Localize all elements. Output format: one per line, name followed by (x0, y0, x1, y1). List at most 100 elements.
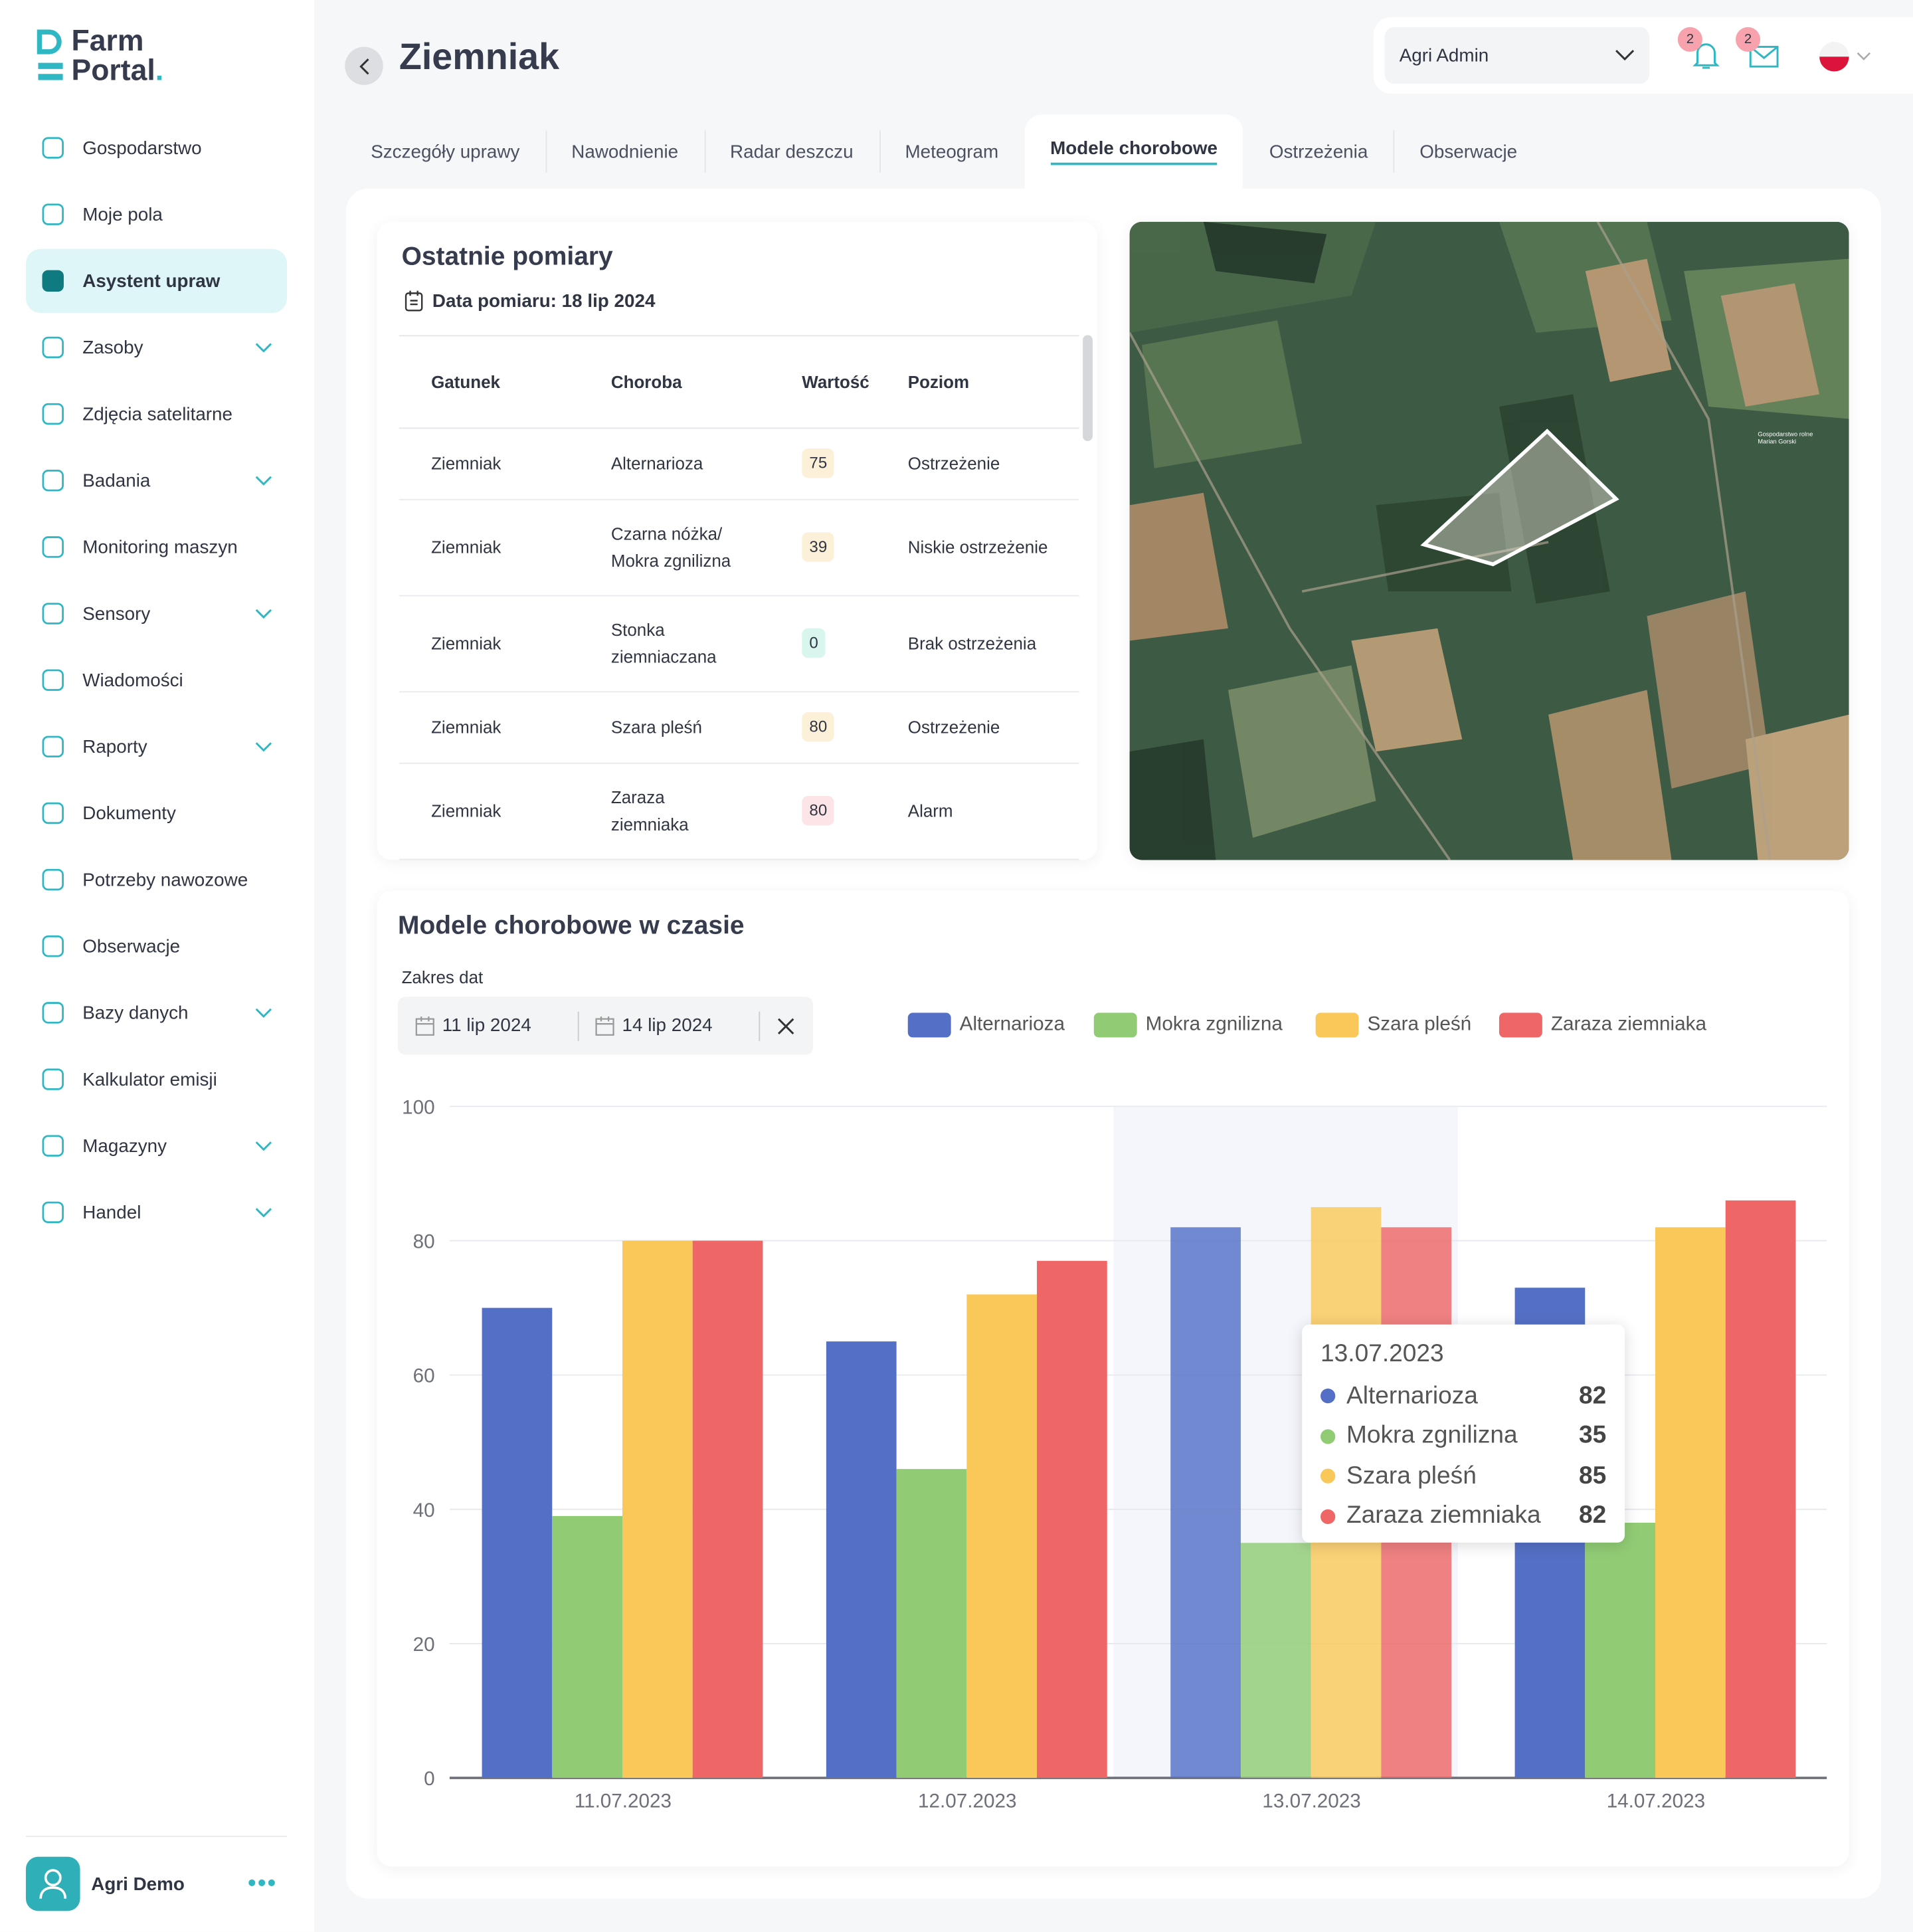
species-cell: Ziemniak (399, 691, 579, 763)
sidebar-item-dokumenty[interactable]: Dokumenty (26, 781, 287, 845)
chevron-down-icon (1615, 49, 1635, 61)
level-cell: Niskie ostrzeżenie (875, 499, 1079, 596)
logo-dot: . (155, 54, 164, 88)
bar-zaraza-ziemniaka-14.07.2023[interactable] (1725, 1200, 1796, 1779)
value-badge: 75 (802, 448, 835, 478)
sidebar-item-gospodarstwo[interactable]: Gospodarstwo (26, 116, 287, 179)
tab-label: Modele chorobowe (1050, 138, 1218, 165)
tab-nawodnienie[interactable]: Nawodnienie (545, 114, 704, 188)
value-badge: 0 (802, 628, 826, 658)
chevron-down-icon[interactable] (255, 1002, 272, 1023)
bar-zaraza-ziemniaka-12.07.2023[interactable] (1037, 1260, 1107, 1779)
bar-mokra-zgnilizna-12.07.2023[interactable] (896, 1469, 967, 1779)
legend-label: Mokra zgnilizna (1145, 1014, 1283, 1035)
satellite-icon (38, 399, 68, 429)
legend-item[interactable]: Szara pleśń (1315, 1013, 1471, 1038)
table-row: Ziemniak Stonka ziemniaczana 0 Brak ostrzeż… (399, 595, 1079, 692)
legend-item[interactable]: Alternarioza (907, 1013, 1065, 1038)
chevron-down-icon[interactable] (255, 470, 272, 491)
legend-item[interactable]: Mokra zgnilizna (1093, 1013, 1283, 1038)
account-name: Agri Admin (1399, 45, 1489, 66)
bar-alternarioza-12.07.2023[interactable] (826, 1341, 897, 1779)
date-to-value: 14 lip 2024 (622, 1015, 713, 1036)
clear-icon[interactable] (777, 1017, 794, 1034)
user-profile[interactable]: Agri Demo ••• (25, 1836, 288, 1911)
tab-ostrzeżenia[interactable]: Ostrzeżenia (1243, 114, 1394, 188)
table-scrollbar[interactable] (1083, 335, 1093, 441)
chart-tooltip: 13.07.2023 Alternarioza 82 Mokra zgnilizna… (1302, 1324, 1625, 1543)
bar-szara-pleśń-14.07.2023[interactable] (1655, 1227, 1726, 1779)
bar-mokra-zgnilizna-13.07.2023[interactable] (1240, 1543, 1311, 1779)
logo-line2: Portal (71, 54, 155, 88)
tab-szczegóły-uprawy[interactable]: Szczegóły uprawy (345, 114, 545, 188)
sidebar-item-handel[interactable]: Handel (26, 1181, 287, 1244)
sidebar-item-label: Zdjęcia satelitarne (82, 403, 233, 425)
series-dot (1321, 1428, 1336, 1444)
disease-cell: Alternarioza (579, 427, 771, 500)
sidebar-item-label: Handel (82, 1202, 141, 1223)
bar-mokra-zgnilizna-11.07.2023[interactable] (552, 1515, 622, 1779)
chevron-down-icon[interactable] (255, 1135, 272, 1156)
sidebar-item-moje-pola[interactable]: Moje pola (26, 182, 287, 246)
sidebar-item-raporty[interactable]: Raporty (26, 715, 287, 779)
page-title: Ziemniak (399, 37, 560, 78)
disease-cell: Zaraza ziemniaka (579, 762, 771, 860)
legend-item[interactable]: Zaraza ziemniaka (1499, 1013, 1707, 1038)
species-cell: Ziemniak (399, 762, 579, 860)
sidebar-item-asystent-upraw[interactable]: Asystent upraw (25, 248, 288, 314)
sidebar-item-bazy-danych[interactable]: Bazy danych (26, 981, 287, 1044)
sidebar-item-magazyny[interactable]: Magazyny (26, 1113, 287, 1177)
tab-modele-chorobowe[interactable]: Modele chorobowe (1024, 114, 1243, 189)
notifications-button[interactable] (1691, 39, 1721, 77)
value-badge: 80 (802, 712, 835, 742)
chevron-down-icon[interactable] (255, 603, 272, 624)
chevron-down-icon[interactable] (255, 336, 272, 357)
chevron-down-icon[interactable] (255, 1201, 272, 1222)
sidebar-item-label: Moje pola (82, 203, 163, 225)
sidebar-item-sensory[interactable]: Sensory (26, 581, 287, 645)
level-cell: Ostrzeżenie (875, 691, 1079, 763)
sidebar-item-monitoring-maszyn[interactable]: Monitoring maszyn (26, 515, 287, 579)
bar-zaraza-ziemniaka-11.07.2023[interactable] (692, 1240, 763, 1779)
bar-mokra-zgnilizna-14.07.2023[interactable] (1585, 1522, 1655, 1779)
sidebar-item-kalkulator-emisji[interactable]: Kalkulator emisji (26, 1047, 287, 1111)
bar-alternarioza-11.07.2023[interactable] (482, 1307, 553, 1779)
column-header: Gatunek (399, 336, 579, 429)
test-tube-icon (38, 466, 68, 496)
more-options-icon[interactable]: ••• (247, 1870, 278, 1897)
handshake-icon (38, 1198, 68, 1228)
user-icon (39, 1869, 67, 1899)
date-to[interactable]: 14 lip 2024 (579, 1011, 761, 1041)
tab-radar-deszczu[interactable]: Radar deszczu (704, 114, 879, 188)
sidebar-item-label: Zasoby (82, 337, 143, 358)
satellite-map[interactable] (1129, 221, 1849, 860)
tab-label: Obserwacje (1419, 141, 1518, 162)
account-select[interactable]: Agri Admin (1384, 27, 1650, 84)
sidebar-item-potrzeby-nawozowe[interactable]: Potrzeby nawozowe (26, 848, 287, 912)
sidebar-item-zdjęcia-satelitarne[interactable]: Zdjęcia satelitarne (26, 382, 287, 446)
field-map[interactable]: Gospodarstwo rolne Marian Gorski (1129, 221, 1849, 860)
tab-obserwacje[interactable]: Obserwacje (1394, 114, 1543, 188)
language-select[interactable] (1819, 42, 1871, 72)
date-range-picker[interactable]: 11 lip 2024 14 lip 2024 (398, 997, 813, 1055)
date-from[interactable]: 11 lip 2024 (398, 1011, 579, 1041)
sidebar-item-label: Asystent upraw (82, 270, 221, 292)
tooltip-value: 82 (1579, 1382, 1607, 1410)
bar-alternarioza-13.07.2023[interactable] (1170, 1227, 1241, 1779)
sidebar-item-badania[interactable]: Badania (26, 448, 287, 512)
top-bar: Agri Admin 2 2 (1373, 17, 1913, 94)
bar-szara-pleśń-12.07.2023[interactable] (966, 1294, 1038, 1779)
back-button[interactable] (345, 47, 383, 85)
bar-szara-pleśń-11.07.2023[interactable] (622, 1240, 693, 1779)
sidebar-item-obserwacje[interactable]: Obserwacje (26, 914, 287, 978)
legend-label: Zaraza ziemniaka (1550, 1014, 1707, 1035)
chat-icon (38, 665, 68, 695)
tab-meteogram[interactable]: Meteogram (879, 114, 1025, 188)
sidebar-item-zasoby[interactable]: Zasoby (26, 316, 287, 379)
chevron-down-icon (1857, 52, 1871, 60)
messages-button[interactable] (1749, 42, 1779, 75)
sidebar-item-wiadomości[interactable]: Wiadomości (26, 648, 287, 712)
logo[interactable]: Farm Portal. (37, 27, 163, 86)
table-row: Ziemniak Zaraza ziemniaka 80 Alarm (399, 762, 1079, 860)
chevron-down-icon[interactable] (255, 735, 272, 757)
